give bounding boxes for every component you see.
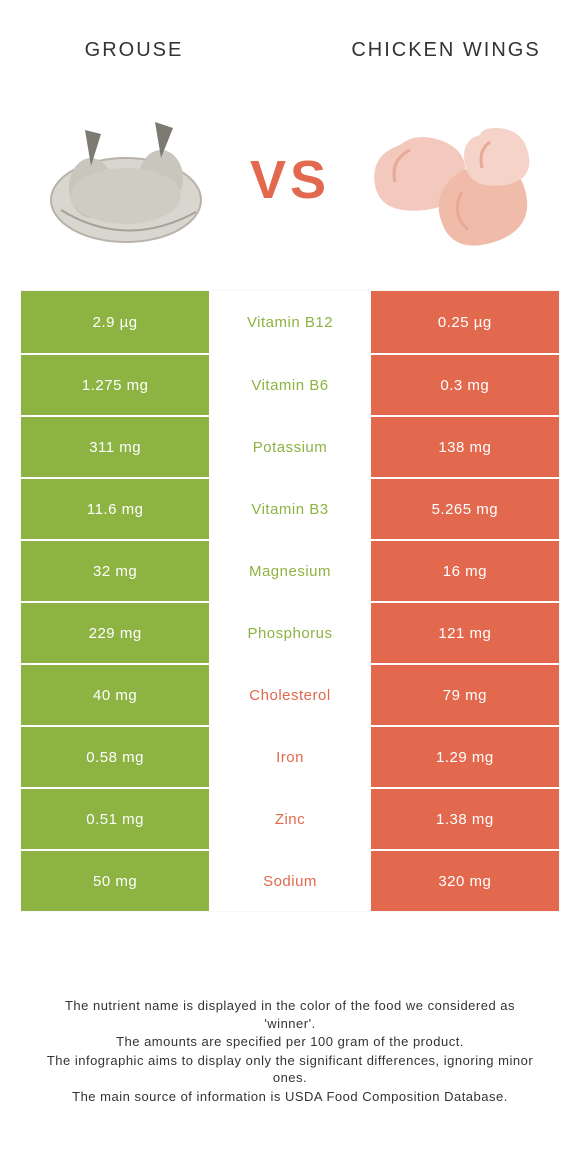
table-row: 0.51 mgZinc1.38 mg — [21, 787, 559, 849]
footer-line: The main source of information is USDA F… — [40, 1088, 540, 1106]
table-row: 2.9 µgVitamin B120.25 µg — [21, 291, 559, 353]
nutrient-name: Potassium — [209, 417, 370, 477]
value-right: 5.265 mg — [371, 479, 559, 539]
nutrient-name: Vitamin B12 — [209, 291, 370, 353]
footer-line: The infographic aims to display only the… — [40, 1052, 540, 1087]
value-right: 1.29 mg — [371, 727, 559, 787]
value-left: 11.6 mg — [21, 479, 209, 539]
table-row: 0.58 mgIron1.29 mg — [21, 725, 559, 787]
vs-label: VS — [246, 149, 334, 211]
value-left: 0.51 mg — [21, 789, 209, 849]
nutrient-name: Cholesterol — [209, 665, 370, 725]
value-right: 138 mg — [371, 417, 559, 477]
value-left: 50 mg — [21, 851, 209, 911]
food-title-right: CHICKEN WINGS — [342, 38, 550, 63]
table-row: 32 mgMagnesium16 mg — [21, 539, 559, 601]
vs-images-row: VS — [0, 75, 580, 290]
value-right: 320 mg — [371, 851, 559, 911]
footer-line: The nutrient name is displayed in the co… — [40, 997, 540, 1032]
food-image-left — [15, 90, 246, 270]
header: GROUSE CHICKEN WINGS — [0, 0, 580, 75]
value-right: 0.25 µg — [371, 291, 559, 353]
value-right: 79 mg — [371, 665, 559, 725]
nutrient-name: Magnesium — [209, 541, 370, 601]
table-row: 311 mgPotassium138 mg — [21, 415, 559, 477]
nutrient-name: Phosphorus — [209, 603, 370, 663]
table-row: 11.6 mgVitamin B35.265 mg — [21, 477, 559, 539]
table-row: 229 mgPhosphorus121 mg — [21, 601, 559, 663]
food-title-left: GROUSE — [30, 38, 238, 63]
nutrient-name: Zinc — [209, 789, 370, 849]
value-left: 0.58 mg — [21, 727, 209, 787]
value-left: 1.275 mg — [21, 355, 209, 415]
nutrient-name: Iron — [209, 727, 370, 787]
value-right: 0.3 mg — [371, 355, 559, 415]
footer-notes: The nutrient name is displayed in the co… — [0, 912, 580, 1105]
value-left: 229 mg — [21, 603, 209, 663]
value-left: 32 mg — [21, 541, 209, 601]
nutrient-name: Sodium — [209, 851, 370, 911]
table-row: 50 mgSodium320 mg — [21, 849, 559, 911]
value-left: 311 mg — [21, 417, 209, 477]
value-left: 2.9 µg — [21, 291, 209, 353]
table-row: 1.275 mgVitamin B60.3 mg — [21, 353, 559, 415]
food-image-right — [334, 90, 565, 270]
value-left: 40 mg — [21, 665, 209, 725]
nutrient-name: Vitamin B3 — [209, 479, 370, 539]
footer-line: The amounts are specified per 100 gram o… — [40, 1033, 540, 1051]
table-row: 40 mgCholesterol79 mg — [21, 663, 559, 725]
comparison-table: 2.9 µgVitamin B120.25 µg1.275 mgVitamin … — [20, 290, 560, 912]
value-right: 16 mg — [371, 541, 559, 601]
value-right: 1.38 mg — [371, 789, 559, 849]
value-right: 121 mg — [371, 603, 559, 663]
nutrient-name: Vitamin B6 — [209, 355, 370, 415]
